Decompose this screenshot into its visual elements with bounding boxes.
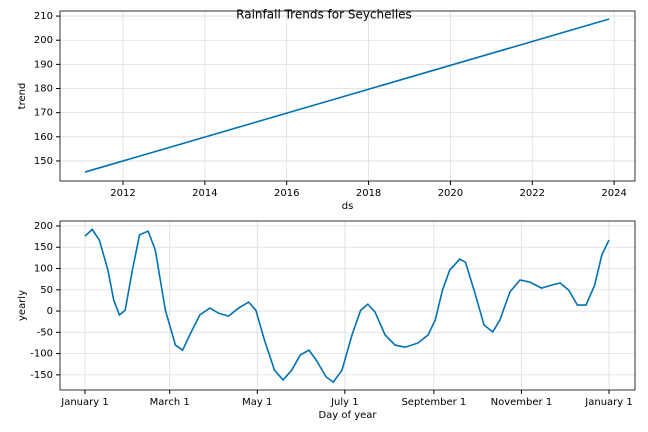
x-tick-label: September 1 — [401, 397, 466, 408]
y-tick-label: 200 — [34, 35, 53, 46]
y-tick-label: -50 — [37, 327, 53, 338]
x-tick-label: March 1 — [150, 397, 190, 408]
x-tick-label: January 1 — [584, 397, 632, 408]
y-tick-label: 150 — [34, 242, 53, 253]
x-tick-label: 2016 — [274, 188, 299, 199]
series-line — [84, 228, 610, 384]
y-axis-label: trend — [17, 83, 28, 110]
y-tick-label: -150 — [30, 370, 53, 381]
x-axis-label: ds — [342, 201, 354, 212]
chart-title: Rainfall Trends for Seychelles — [236, 8, 412, 22]
x-tick-label: 2012 — [110, 188, 135, 199]
plot-frame — [59, 220, 636, 391]
x-tick-label: November 1 — [491, 397, 553, 408]
y-tick-label: 150 — [34, 156, 53, 167]
y-tick-label: 170 — [34, 108, 53, 119]
y-axis-label: yearly — [17, 290, 28, 321]
x-tick-label: 2020 — [438, 188, 463, 199]
y-tick-label: 210 — [34, 11, 53, 22]
x-tick-label: 2024 — [601, 188, 626, 199]
y-tick-label: 190 — [34, 59, 53, 70]
y-tick-label: 100 — [34, 264, 53, 275]
x-tick-label: 2018 — [356, 188, 381, 199]
plot-frame — [59, 10, 636, 182]
y-tick-label: 200 — [34, 221, 53, 232]
y-tick-label: -100 — [30, 349, 53, 360]
x-tick-label: 2014 — [192, 188, 217, 199]
x-tick-label: July 1 — [330, 397, 359, 408]
series-line — [84, 18, 610, 173]
x-tick-label: May 1 — [242, 397, 272, 408]
x-tick-label: 2022 — [520, 188, 545, 199]
y-tick-label: 0 — [47, 306, 53, 317]
x-axis-label: Day of year — [318, 410, 377, 421]
y-tick-label: 160 — [34, 132, 53, 143]
y-tick-label: 180 — [34, 84, 53, 95]
x-tick-label: January 1 — [60, 397, 108, 408]
y-tick-label: 50 — [40, 285, 53, 296]
